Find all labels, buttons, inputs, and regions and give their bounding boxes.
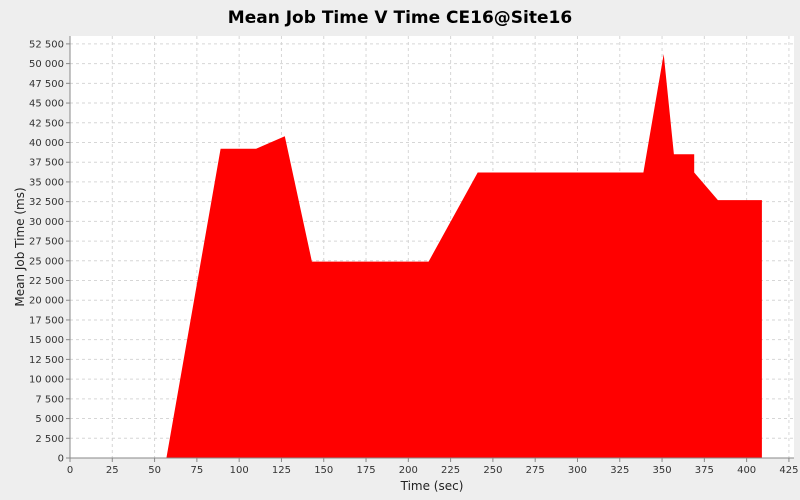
y-tick-label: 0	[58, 454, 64, 465]
x-tick-label: 375	[695, 465, 714, 476]
x-tick-label: 400	[737, 465, 756, 476]
y-tick-label: 42 500	[29, 118, 64, 129]
x-tick-label: 425	[779, 465, 798, 476]
y-tick-label: 17 500	[29, 315, 64, 326]
y-tick-label: 40 000	[29, 138, 64, 149]
x-tick-label: 150	[314, 465, 333, 476]
x-tick-label: 75	[191, 465, 204, 476]
x-tick-label: 175	[356, 465, 375, 476]
x-tick-label: 100	[230, 465, 249, 476]
data-area	[166, 54, 762, 458]
x-axis-label: Time (sec)	[400, 479, 464, 493]
x-tick-label: 325	[610, 465, 629, 476]
x-tick-label: 0	[67, 465, 73, 476]
y-tick-label: 32 500	[29, 197, 64, 208]
y-tick-label: 5 000	[35, 414, 64, 425]
y-tick-label: 20 000	[29, 296, 64, 307]
y-tick-label: 22 500	[29, 276, 64, 287]
y-tick-label: 27 500	[29, 237, 64, 248]
y-tick-label: 50 000	[29, 59, 64, 70]
x-tick-label: 275	[526, 465, 545, 476]
y-axis-label: Mean Job Time (ms)	[13, 187, 27, 306]
y-tick-label: 47 500	[29, 79, 64, 90]
y-axis-ticks: 0 2 500 5 000 7 500 10 000 12 500 15 000 17 500…	[29, 39, 70, 465]
y-tick-label: 10 000	[29, 375, 64, 386]
x-tick-label: 25	[106, 465, 119, 476]
x-axis-ticks: 0 25 50 75 100 125 150 175 200 225 250 275 300 325 350…	[67, 458, 798, 476]
chart-title: Mean Job Time V Time CE16@Site16	[228, 8, 572, 28]
y-tick-label: 12 500	[29, 355, 64, 366]
x-tick-label: 200	[399, 465, 418, 476]
y-tick-label: 37 500	[29, 158, 64, 169]
y-tick-label: 30 000	[29, 217, 64, 228]
x-tick-label: 225	[441, 465, 460, 476]
x-tick-label: 350	[653, 465, 672, 476]
y-tick-label: 2 500	[35, 434, 64, 445]
y-tick-label: 35 000	[29, 177, 64, 188]
x-tick-label: 300	[568, 465, 587, 476]
y-tick-label: 15 000	[29, 335, 64, 346]
y-tick-label: 25 000	[29, 256, 64, 267]
y-tick-label: 7 500	[35, 394, 64, 405]
y-tick-label: 52 500	[29, 39, 64, 50]
x-tick-label: 50	[148, 465, 161, 476]
x-tick-label: 125	[272, 465, 291, 476]
x-tick-label: 250	[483, 465, 502, 476]
y-tick-label: 45 000	[29, 99, 64, 110]
